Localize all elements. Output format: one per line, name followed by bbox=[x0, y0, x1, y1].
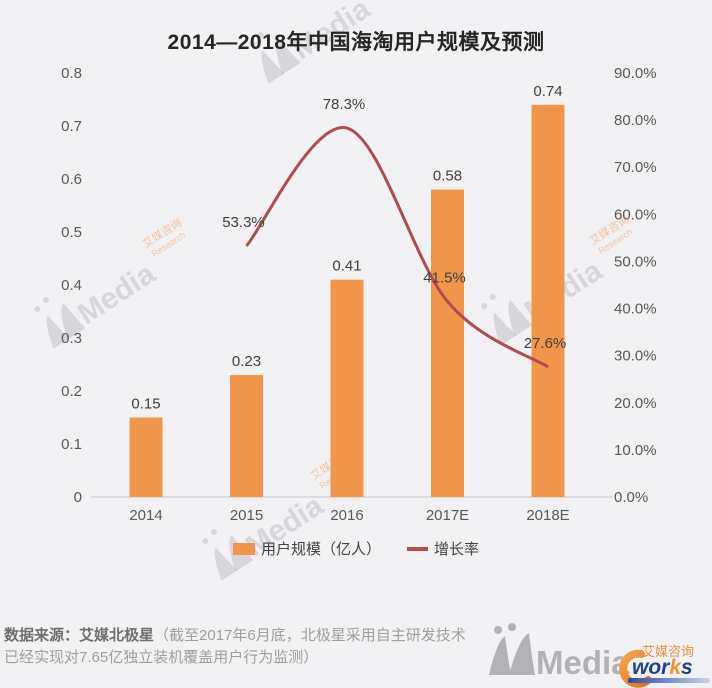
left-tick-0.2: 0.2 bbox=[61, 383, 82, 400]
right-tick-0.0%: 0.0% bbox=[614, 489, 648, 506]
line-label-2017E: 41.5% bbox=[423, 269, 466, 286]
left-tick-0.1: 0.1 bbox=[61, 436, 82, 453]
bar-2015 bbox=[230, 375, 263, 497]
left-tick-0.3: 0.3 bbox=[61, 330, 82, 347]
x-label-2015: 2015 bbox=[230, 507, 263, 524]
right-tick-90.0%: 90.0% bbox=[614, 65, 657, 82]
line-label-2016: 78.3% bbox=[323, 96, 366, 113]
right-tick-10.0%: 10.0% bbox=[614, 442, 657, 459]
eworks-logo-text: works bbox=[632, 656, 693, 679]
line-label-2018E: 27.6% bbox=[524, 335, 567, 352]
line-legend-label: 增长率 bbox=[434, 541, 480, 558]
growth-rate-line bbox=[245, 126, 549, 369]
source-note: 数据来源：艾媒北极星（截至2017年6月底，北极星采用自主研发技术已经实现对7.… bbox=[4, 625, 472, 669]
right-tick-70.0%: 70.0% bbox=[614, 159, 657, 176]
source-note-rest: （截至2017年6月底，北极星采用自主研发技术已经实现对7.65亿独立装机覆盖用… bbox=[4, 627, 466, 666]
right-tick-20.0%: 20.0% bbox=[614, 395, 657, 412]
brand-logo-svg: Media 艾媒咨询 works bbox=[489, 623, 710, 688]
bar-label-2017E: 0.58 bbox=[433, 168, 462, 185]
legend-item-line: 增长率 bbox=[407, 538, 479, 559]
eworks-logo-icon: 艾媒咨询 works bbox=[619, 644, 710, 688]
bar-2018E bbox=[531, 104, 565, 498]
bar-2017E bbox=[431, 189, 464, 497]
x-label-2017E: 2017E bbox=[426, 507, 469, 524]
bar-label-2015: 0.23 bbox=[232, 353, 261, 370]
chart-title: 2014—2018年中国海淘用户规模及预测 bbox=[167, 31, 545, 54]
bar-legend-label: 用户规模（亿人） bbox=[260, 541, 381, 558]
right-tick-80.0%: 80.0% bbox=[614, 112, 657, 129]
line-legend-swatch bbox=[407, 546, 428, 551]
bar-legend-swatch bbox=[232, 542, 255, 555]
right-tick-50.0%: 50.0% bbox=[614, 253, 657, 270]
legend: 用户规模（亿人） 增长率 bbox=[0, 538, 712, 559]
bar-label-2014: 0.15 bbox=[131, 396, 160, 413]
right-tick-60.0%: 60.0% bbox=[614, 206, 657, 223]
brand-logos: Media 艾媒咨询 works bbox=[478, 622, 712, 688]
x-label-2018E: 2018E bbox=[526, 507, 569, 524]
iimedia-logo-icon: Media bbox=[489, 623, 630, 681]
left-tick-0.7: 0.7 bbox=[61, 118, 82, 135]
x-label-2016: 2016 bbox=[330, 507, 363, 524]
bar-label-2016: 0.41 bbox=[332, 258, 361, 275]
left-tick-0.4: 0.4 bbox=[61, 277, 82, 294]
line-label-2015: 53.3% bbox=[222, 214, 265, 231]
legend-item-bar: 用户规模（亿人） bbox=[232, 538, 381, 559]
iimedia-logo-text: Media bbox=[536, 644, 630, 681]
brand-cn-label: 艾媒咨询 bbox=[642, 644, 694, 659]
bar-label-2018E: 0.74 bbox=[533, 83, 562, 100]
right-tick-40.0%: 40.0% bbox=[614, 301, 657, 318]
bar-2016 bbox=[330, 279, 364, 497]
plot-area: 0 0.1 0.2 0.3 0.4 0.5 0.6 0.7 0.8 0.0% 10.0% 20.0% 3… bbox=[61, 65, 657, 524]
x-label-2014: 2014 bbox=[129, 507, 162, 524]
bar-2014 bbox=[129, 417, 163, 497]
left-tick-0.5: 0.5 bbox=[61, 224, 82, 241]
source-note-bold: 数据来源：艾媒北极星 bbox=[4, 627, 155, 644]
left-tick-0.8: 0.8 bbox=[61, 65, 82, 82]
left-tick-0: 0 bbox=[74, 489, 82, 506]
right-tick-30.0%: 30.0% bbox=[614, 348, 657, 365]
left-tick-0.6: 0.6 bbox=[61, 171, 82, 188]
